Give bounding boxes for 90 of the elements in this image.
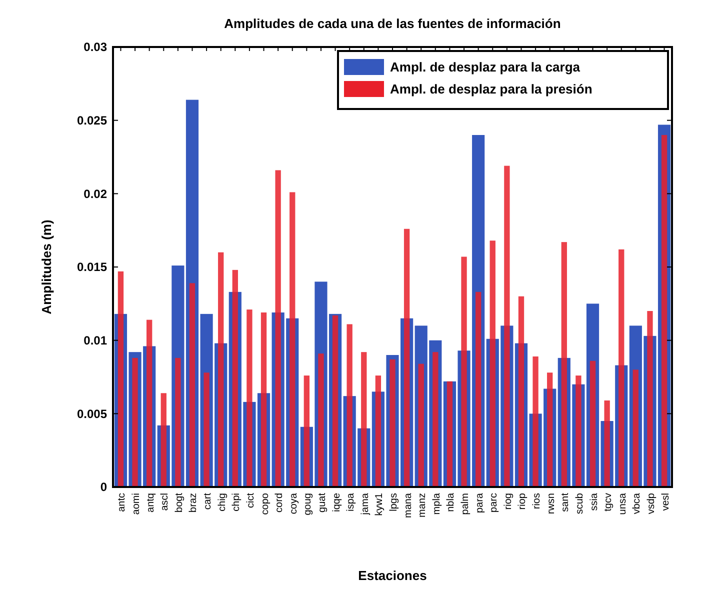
bar (375, 376, 382, 487)
bar (576, 376, 582, 487)
x-tick-label: palm (460, 493, 472, 515)
x-tick-label: mpla (431, 492, 442, 515)
bar (204, 372, 210, 487)
x-tick-label: cart (202, 492, 214, 510)
x-tick-label: vesl (660, 493, 672, 511)
bar (632, 370, 638, 487)
x-tick-label: manz (417, 493, 428, 518)
x-tick-label: jama (360, 492, 371, 516)
x-tick-label: tgcv (603, 493, 614, 512)
bar (390, 359, 396, 487)
x-tick-label: rwsn (546, 493, 557, 514)
y-tick-label: 0 (100, 480, 108, 494)
bar (175, 358, 181, 487)
x-tick-label: copo (260, 492, 271, 515)
y-axis-title: Amplitudes (m) (39, 220, 54, 314)
bar (346, 324, 352, 487)
y-tick-label: 0.02 (84, 186, 108, 201)
bar (318, 354, 324, 487)
x-tick-label: scub (574, 492, 586, 514)
bar (504, 166, 510, 487)
y-tick-label: 0.03 (84, 40, 108, 54)
bar (304, 376, 310, 487)
x-tick-label: goug (302, 493, 314, 516)
x-tick-label: braz (188, 493, 200, 512)
bar (590, 360, 596, 487)
bar (518, 296, 524, 487)
bar (547, 372, 553, 487)
y-tick-label: 0.005 (76, 406, 108, 421)
x-axis-title: Estaciones (358, 568, 427, 583)
y-tick-label: 0.025 (76, 114, 108, 128)
x-tick-label: coya (288, 492, 300, 514)
x-tick-label: parc (488, 493, 500, 512)
x-tick-label: riog (502, 493, 514, 510)
bar (189, 283, 196, 487)
bar (432, 352, 438, 487)
x-tick-label: vbca (632, 492, 643, 514)
bar (260, 312, 267, 487)
x-tick-label: ssia (588, 492, 600, 511)
x-tick-label: kyw1 (374, 492, 386, 516)
bar (361, 352, 367, 487)
bar (618, 249, 624, 487)
x-tick-label: antc (116, 493, 128, 512)
bar (532, 356, 538, 487)
bar (146, 320, 152, 487)
x-tick-label: cord (274, 493, 286, 512)
x-tick-label: lpgs (388, 493, 400, 512)
bar (232, 270, 238, 487)
bar (404, 228, 410, 487)
bar (332, 315, 338, 487)
x-tick-label: para (474, 492, 486, 514)
bar (246, 310, 252, 487)
x-tick-label: ispa (346, 492, 357, 512)
x-tick-label: vsdp (646, 492, 657, 514)
x-tick-label: riop (517, 492, 528, 510)
x-tick-label: sant (560, 492, 572, 512)
bar (118, 271, 124, 487)
bar (160, 393, 166, 487)
bar (461, 256, 467, 487)
x-tick-label: mana (402, 492, 414, 518)
x-tick-label: antq (145, 493, 156, 512)
bar (561, 242, 567, 487)
y-tick-label: 0.01 (84, 334, 108, 348)
x-tick-label: chig (216, 493, 228, 512)
bar (218, 252, 224, 487)
x-tick-label: bogt (174, 492, 185, 512)
bar (290, 192, 296, 487)
chart-title: Amplitudes de cada una de las fuentes de información (224, 16, 561, 31)
bar (647, 311, 653, 487)
bar (418, 364, 424, 487)
bar (661, 135, 668, 487)
bar (490, 240, 496, 487)
bar (475, 292, 482, 487)
bar (446, 381, 453, 487)
x-tick-label: guat (316, 492, 328, 512)
x-tick-label: nbla (446, 492, 457, 512)
legend-label: Ampl. de desplaz para la carga (390, 60, 581, 75)
x-tick-label: chpi (231, 493, 242, 512)
x-tick-label: aomi (131, 493, 142, 515)
legend-label: Ampl. de desplaz para la presión (390, 82, 592, 97)
bar (132, 358, 138, 487)
bar (275, 170, 281, 487)
x-tick-label: unsa (617, 492, 628, 515)
x-tick-label: rios (532, 493, 543, 510)
x-tick-label: iqqe (331, 492, 342, 512)
y-tick-label: 0.015 (76, 260, 108, 274)
bar (604, 400, 610, 487)
x-tick-label: ascl (160, 493, 171, 511)
x-tick-label: cict (245, 492, 256, 508)
